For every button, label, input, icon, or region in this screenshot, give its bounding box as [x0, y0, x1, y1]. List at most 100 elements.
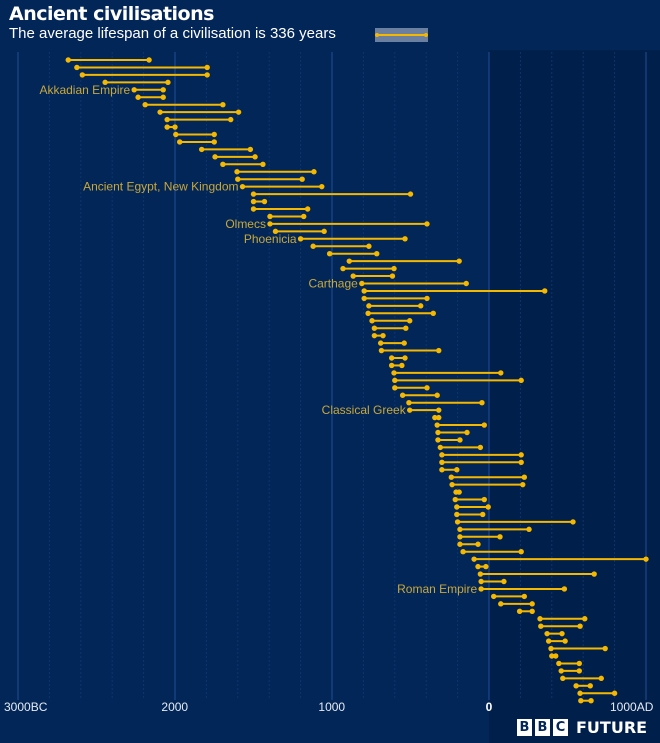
end-dot-icon [261, 198, 268, 205]
civilisation-range [549, 653, 559, 659]
end-dot-icon [252, 154, 258, 160]
civilisation-range [538, 623, 583, 629]
civilisation-range [578, 698, 594, 704]
bbc-future-logo: B B C FUTURE [517, 718, 647, 737]
start-dot-icon [549, 653, 555, 659]
start-dot-icon [435, 429, 441, 436]
end-dot-icon [521, 593, 528, 600]
end-dot-icon [485, 504, 491, 510]
x-tick-label: 1000 [318, 700, 346, 714]
civilisation-range [448, 474, 528, 480]
start-dot-icon [544, 630, 550, 637]
legend-bar-icon [377, 34, 426, 36]
end-dot-icon [553, 653, 559, 659]
start-dot-icon [79, 72, 86, 78]
civilisation-label: Carthage [308, 277, 358, 291]
civilisation-range [544, 630, 565, 637]
civilisation-label: Olmecs [225, 217, 266, 231]
end-dot-icon [165, 79, 171, 86]
start-dot-icon [365, 310, 371, 316]
gridlines [17, 52, 647, 700]
civilisation-range [340, 265, 397, 272]
end-dot-icon [260, 161, 266, 167]
start-dot-icon [454, 504, 460, 510]
end-dot-icon [160, 94, 166, 100]
start-dot-icon [478, 578, 484, 585]
start-dot-icon [239, 183, 246, 190]
civilisation-range [310, 243, 372, 249]
civilisation-range [378, 347, 442, 354]
end-dot-icon [576, 668, 582, 674]
end-dot-icon [463, 280, 469, 287]
start-dot-icon [74, 64, 80, 71]
civilisation-label: Roman Empire [397, 582, 477, 596]
start-dot-icon [272, 228, 279, 235]
end-dot-icon [611, 690, 618, 696]
start-dot-icon [548, 645, 554, 652]
civilisation-range [556, 660, 582, 667]
legend-dot-icon [375, 33, 379, 37]
civilisation-range [297, 236, 408, 242]
chart-subtitle: The average lifespan of a civilisation i… [9, 25, 336, 42]
civilisation-range [577, 690, 618, 696]
start-dot-icon [250, 191, 257, 197]
end-dot-icon [430, 310, 436, 316]
end-dot-icon [402, 236, 408, 242]
start-dot-icon [460, 549, 466, 555]
start-dot-icon [452, 496, 458, 503]
civilisation-range [267, 221, 430, 227]
start-dot-icon [577, 690, 583, 696]
start-dot-icon [340, 265, 346, 272]
start-dot-icon [578, 698, 584, 704]
start-dot-icon [432, 414, 438, 421]
civilisation-range [371, 325, 409, 331]
start-dot-icon [560, 675, 566, 682]
civilisation-range [437, 444, 484, 451]
civilisation-range [361, 288, 548, 294]
end-dot-icon [436, 414, 442, 421]
end-dot-icon [518, 377, 524, 384]
end-dot-icon [520, 481, 526, 488]
end-dot-icon [407, 318, 413, 324]
end-dot-icon [591, 571, 597, 577]
civilisation-range [475, 563, 489, 570]
civilisation-range [366, 303, 424, 309]
start-dot-icon [477, 571, 484, 577]
start-dot-icon [371, 325, 378, 331]
civilisation-range [392, 385, 430, 391]
end-dot-icon [481, 496, 487, 503]
civilisation-range [491, 593, 528, 600]
civilisation-range [272, 228, 327, 235]
start-dot-icon [437, 444, 444, 451]
end-dot-icon [321, 228, 327, 235]
end-dot-icon [299, 176, 305, 182]
end-dot-icon [424, 221, 430, 227]
start-dot-icon [457, 534, 463, 540]
civilisation-range [365, 310, 436, 316]
end-dot-icon [211, 139, 217, 145]
end-dot-icon [518, 452, 524, 458]
start-dot-icon [457, 526, 463, 533]
civilisation-range [457, 526, 532, 533]
civilisation-range [388, 362, 405, 369]
civilisation-range [177, 139, 217, 145]
civilisation-range [359, 280, 469, 287]
civilisation-range [369, 318, 413, 324]
start-dot-icon [164, 124, 170, 130]
start-dot-icon [537, 616, 543, 622]
end-dot-icon [401, 340, 407, 346]
civilisation-range [478, 578, 507, 585]
end-dot-icon [399, 362, 405, 369]
end-dot-icon [562, 638, 568, 644]
x-tick-label: 1000AD [610, 700, 654, 714]
end-dot-icon [160, 87, 166, 93]
end-dot-icon [582, 616, 588, 622]
start-dot-icon [142, 102, 148, 108]
end-dot-icon [204, 64, 210, 71]
start-dot-icon [177, 139, 183, 145]
civilisation-labels: Akkadian Empire Ancient Egypt, New Kingdo… [39, 83, 477, 596]
start-dot-icon [361, 295, 367, 302]
start-dot-icon [297, 236, 304, 242]
civilisation-range [407, 407, 442, 413]
end-dot-icon [204, 72, 210, 78]
